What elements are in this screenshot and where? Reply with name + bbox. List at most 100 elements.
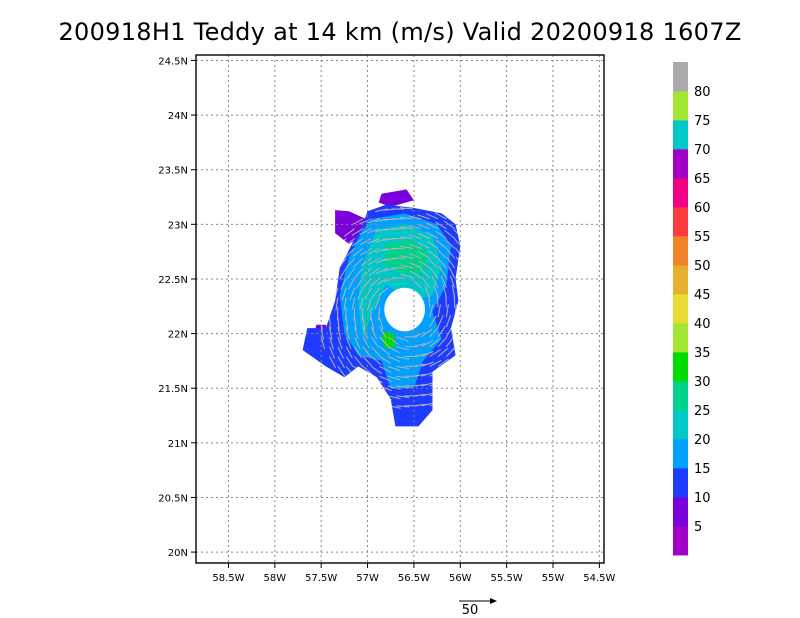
wind-vector: [437, 379, 450, 387]
wind-vector: [362, 395, 375, 403]
wind-vector: [408, 215, 422, 220]
colorbar-bin: [673, 149, 688, 179]
colorbar-bin: [673, 497, 688, 527]
wind-vector: [454, 324, 461, 338]
wind-vector: [421, 361, 434, 367]
y-axis-ticks: 24.5N 24N 23.5N 23N 22.5N 22N 21.5N 21N 20.5N 20N: [158, 56, 196, 559]
wind-vector: [410, 270, 422, 279]
wind-vector: [400, 273, 414, 279]
wind-speed-field: [302, 189, 461, 427]
colorbar: 5 10 15 20 25 30 35 40 45 50 55 60 65 70 75 80: [673, 62, 711, 556]
wind-vector: [379, 356, 391, 364]
wind-vector: [346, 267, 356, 279]
wind-vector: [327, 297, 330, 311]
wind-vector: [359, 218, 372, 225]
wind-vector: [421, 392, 435, 397]
colorbar-bin: [673, 62, 688, 92]
colorbar-label: 35: [694, 346, 711, 361]
colorbar-label: 70: [694, 143, 711, 158]
wind-vector: [426, 231, 439, 239]
wind-vector: [345, 375, 356, 386]
wind-vector: [370, 346, 381, 357]
wind-vector: [387, 395, 401, 400]
wind-vector: [360, 257, 372, 267]
x-axis-ticks: 58.5W 58W 57.5W 57W 56.5W 56W 55.5W 55W 54.5W: [212, 563, 616, 584]
wind-vector: [335, 297, 339, 311]
wind-vector: [370, 326, 377, 340]
wind-vector: [337, 326, 342, 340]
wind-vector: [322, 257, 330, 270]
wind-vector: [429, 359, 442, 367]
wind-vector: [387, 375, 401, 381]
colorbar-bin: [673, 468, 688, 498]
wind-vector: [429, 338, 441, 348]
wind-vector: [463, 335, 469, 346]
wind-vector: [370, 317, 375, 331]
wind-vector: [467, 266, 472, 278]
wind-vector: [471, 335, 477, 347]
wind-vector: [400, 217, 414, 220]
wind-vector: [344, 248, 355, 258]
wind-vector: [488, 314, 490, 327]
colorbar-bin: [673, 120, 688, 150]
wind-vector: [343, 228, 355, 237]
wind-vector: [408, 243, 422, 249]
x-tick-label: 57.5W: [305, 573, 337, 584]
wind-vector: [387, 365, 401, 372]
eye-layer: [384, 287, 426, 332]
colorbar-label: 55: [694, 230, 711, 245]
wind-vector: [375, 228, 389, 233]
wind-vector: [396, 385, 410, 389]
wind-vector: [345, 257, 355, 269]
wind-vector: [428, 258, 439, 269]
wind-vector: [353, 307, 356, 321]
wind-vector: [463, 367, 472, 376]
wind-vector: [357, 287, 364, 300]
wind-vector: [448, 266, 456, 279]
wind-vector: [437, 314, 444, 328]
wind-vector: [464, 247, 471, 258]
wind-vector: [354, 267, 364, 279]
wind-vector: [379, 317, 384, 330]
wind-vector: [371, 385, 384, 393]
plot-frame: [195, 54, 605, 564]
colorbar-bin: [673, 207, 688, 237]
x-tick-label: 56W: [449, 573, 472, 584]
colorbar-bin: [673, 439, 688, 469]
wind-vector: [412, 342, 426, 348]
wind-vector: [375, 218, 389, 223]
wind-vector: [325, 287, 330, 301]
wind-vector: [412, 332, 426, 338]
colorbar-label: 20: [694, 433, 711, 448]
wind-vector: [375, 247, 389, 253]
wind-vector: [396, 346, 410, 351]
wind-vector: [400, 264, 414, 269]
wind-vector: [371, 287, 381, 299]
wind-vector: [409, 253, 422, 259]
wind-vector: [337, 366, 346, 378]
wind-vector: [424, 285, 431, 298]
wind-vector: [371, 365, 383, 375]
wind-vector: [461, 285, 463, 298]
wind-vector: [444, 229, 456, 239]
wind-vector: [320, 336, 326, 350]
wind-vector: [445, 248, 456, 259]
wind-vector: [426, 222, 439, 230]
colorbar-bin: [673, 352, 688, 382]
colorbar-bin: [673, 294, 688, 324]
wind-vector: [354, 356, 364, 368]
wind-vector: [375, 208, 388, 212]
wind-vector: [463, 325, 468, 337]
colorbar-bin: [673, 323, 688, 353]
wind-vector: [446, 346, 456, 357]
wind-vector: [396, 365, 410, 370]
wind-vector: [345, 356, 354, 368]
wind-vector: [433, 284, 439, 298]
colorbar-label: 65: [694, 172, 711, 187]
wind-vector: [412, 363, 426, 367]
wind-vector: [337, 317, 340, 331]
wind-vector: [354, 375, 365, 386]
wind-vector: [488, 304, 489, 317]
wind-vector: [463, 356, 471, 366]
wind-vector: [429, 326, 439, 338]
